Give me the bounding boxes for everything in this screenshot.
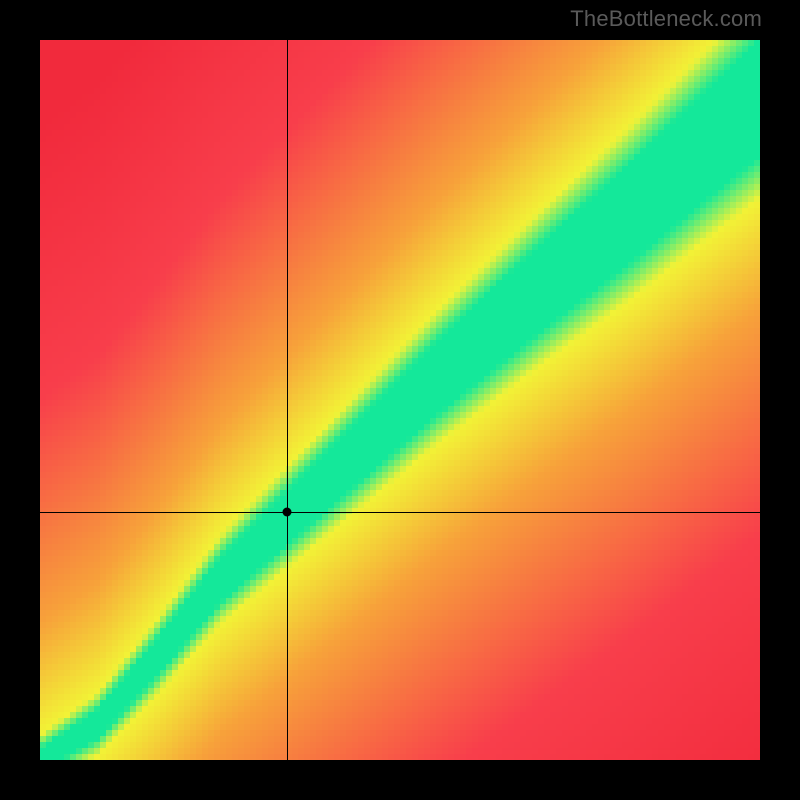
figure-container: TheBottleneck.com: [0, 0, 800, 800]
heatmap-plot-area: [40, 40, 760, 760]
heatmap-canvas: [40, 40, 760, 760]
selected-point-marker: [282, 507, 291, 516]
watermark-text: TheBottleneck.com: [570, 6, 762, 32]
crosshair-horizontal: [40, 512, 760, 513]
crosshair-vertical: [287, 40, 288, 760]
